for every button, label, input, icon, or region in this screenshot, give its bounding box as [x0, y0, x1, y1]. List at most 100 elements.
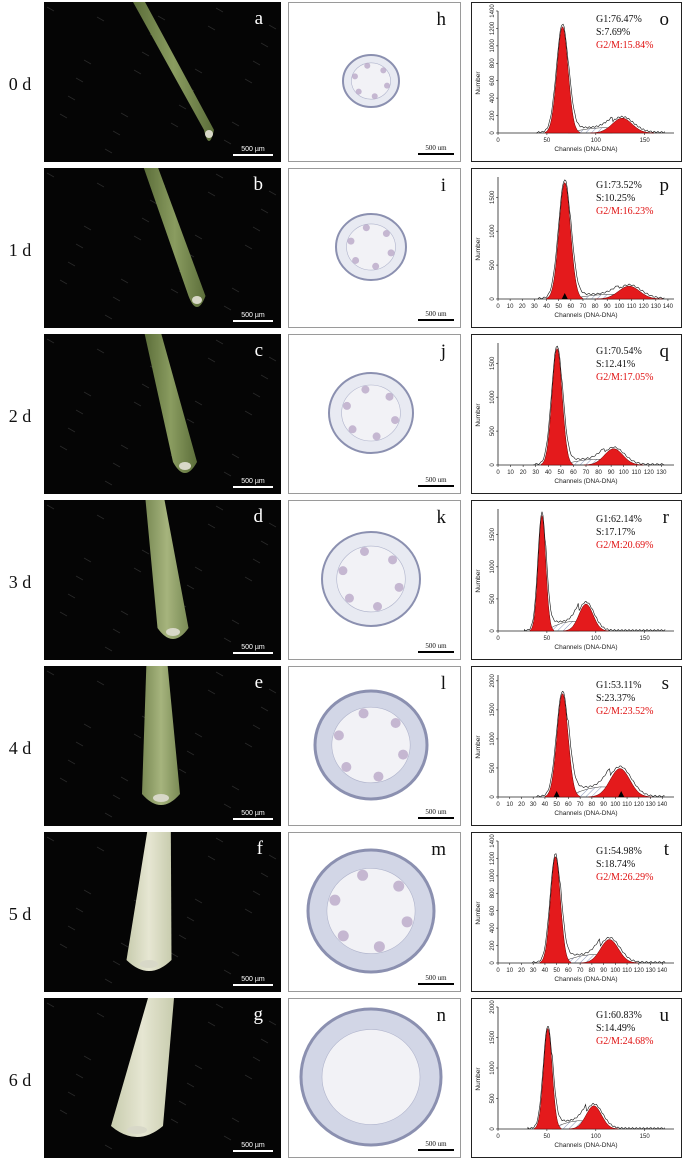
panel-letter: b: [253, 174, 264, 195]
x-tick-label: 70: [583, 470, 590, 476]
scale-label: 500 µm: [241, 478, 265, 485]
flow-histogram: 0 50 100 150 0 200 400 600 800 1000 1200 1400 Number…: [475, 4, 674, 153]
cross-section-panel: n 500 um: [288, 998, 461, 1158]
x-tick-label: 80: [595, 470, 602, 476]
root-photo-panel: b 500 µm: [44, 168, 281, 328]
panel-letter: a: [254, 8, 263, 29]
g2m-percent: G2/M:17.05%: [596, 372, 654, 383]
row-label: 5 d: [8, 904, 32, 924]
y-tick-label: 400: [490, 922, 496, 933]
section-scale-bar: 500 um: [418, 476, 454, 487]
marker-triangle: [553, 791, 560, 797]
x-tick-label: 10: [507, 470, 514, 476]
g1-percent: G1:54.98%: [596, 846, 642, 857]
section-scale-bar: 500 um: [418, 974, 454, 985]
y-tick-label: 1500: [490, 356, 496, 370]
y-tick-label: 2000: [490, 1000, 496, 1014]
cross-section-panel: k 500 um: [288, 500, 461, 660]
root-photo-panel: a 500 µm: [44, 2, 281, 162]
g2m-peak: [595, 285, 663, 300]
scale-label: 500 um: [425, 310, 447, 318]
marker-triangle: [561, 293, 568, 299]
g1-percent: G1:53.11%: [596, 680, 642, 691]
x-tick-label: 10: [506, 802, 513, 808]
y-tick-label: 1000: [490, 1061, 496, 1075]
s-percent: S:14.49%: [596, 1023, 636, 1034]
section-scale-bar: 500 um: [418, 642, 454, 653]
x-tick-label: 120: [634, 968, 645, 974]
raw-histogram-trace: [533, 345, 665, 466]
root-photo-illustration: [46, 500, 277, 652]
panel-letter: t: [663, 839, 669, 860]
panel-letter: f: [256, 838, 263, 859]
raw-histogram-trace: [536, 690, 665, 798]
cell-cycle-stats: G1:70.54% S:12.41% G2/M:17.05%: [596, 345, 654, 384]
g1-percent: G1:76.47%: [596, 14, 642, 25]
section-scale-bar: 500 um: [418, 808, 454, 819]
y-tick-label: 1000: [490, 732, 496, 746]
scale-label: 500 um: [425, 808, 447, 816]
g2m-percent: G2/M:23.52%: [596, 706, 654, 717]
x-tick-label: 110: [622, 802, 632, 808]
x-tick-label: 70: [580, 304, 587, 310]
raw-histogram-trace: [535, 23, 666, 134]
flow-histogram: 0 10 20 30 40 50 60 70 80 90 100 110 120 130 140 0 500 10…: [475, 673, 674, 817]
raw-histogram-trace: [537, 179, 665, 300]
g1-peak: [540, 348, 574, 466]
row-label: 1 d: [8, 240, 32, 260]
x-tick-label: 110: [631, 470, 641, 476]
scale-label: 500 µm: [241, 312, 265, 319]
root-photo-illustration: [46, 168, 277, 320]
cross-section-panel: j 500 um: [288, 334, 461, 494]
panel-letter: i: [440, 175, 446, 196]
x-tick-label: 130: [646, 968, 657, 974]
root-photo-panel: g 500 µm: [44, 998, 281, 1158]
panel-letter: s: [661, 673, 669, 694]
g2m-peak: [569, 1105, 619, 1130]
x-tick-label: 100: [591, 138, 602, 144]
panel-letter: q: [659, 341, 670, 362]
x-tick-label: 100: [591, 636, 602, 642]
x-tick-label: 10: [507, 304, 514, 310]
flow-histogram: 0 10 20 30 40 50 60 70 80 90 100 110 120 130 0 500 1000 1…: [475, 343, 674, 485]
cross-section-illustration: [306, 848, 436, 974]
cross-section-illustration: [335, 213, 407, 281]
s-percent: S:17.17%: [596, 527, 636, 538]
section-scale-bar: 500 um: [418, 1140, 454, 1151]
y-tick-label: 200: [490, 940, 496, 951]
x-tick-label: 40: [542, 968, 549, 974]
scale-line: [233, 652, 273, 654]
x-axis-label: Channels (DNA-DNA): [554, 644, 617, 651]
photo-scale-bar: 500 µm: [233, 644, 273, 654]
g2m-peak: [563, 603, 609, 632]
x-tick-label: 140: [657, 802, 668, 808]
y-tick-label: 500: [490, 762, 496, 773]
x-tick-label: 70: [577, 968, 584, 974]
cross-section-panel: l 500 um: [288, 666, 461, 826]
raw-histogram-trace: [527, 1026, 666, 1130]
y-tick-label: 800: [490, 58, 496, 69]
flow-histogram-panel: 0 10 20 30 40 50 60 70 80 90 100 110 120 130 140 0 500 10…: [471, 666, 682, 826]
x-axis-label: Channels (DNA-DNA): [554, 478, 617, 485]
x-axis-label: Channels (DNA-DNA): [554, 810, 617, 817]
x-tick-label: 50: [553, 802, 560, 808]
y-tick-label: 600: [490, 75, 496, 86]
root-photo-illustration: [46, 334, 277, 486]
y-tick-label: 800: [490, 888, 496, 899]
x-tick-label: 0: [496, 304, 500, 310]
root-photo-panel: d 500 µm: [44, 500, 281, 660]
x-tick-label: 140: [657, 968, 668, 974]
flow-histogram-panel: 0 50 100 150 0 500 1000 1500 Number Channels (DNA…: [471, 500, 682, 660]
scale-label: 500 um: [425, 476, 447, 484]
g1-peak: [544, 26, 581, 134]
x-tick-label: 70: [577, 802, 584, 808]
scale-line: [233, 486, 273, 488]
y-tick-label: 0: [490, 629, 496, 633]
raw-histogram-trace: [532, 853, 666, 964]
flow-histogram-panel: 0 10 20 30 40 50 60 70 80 90 100 110 120 130 140 0 200 40…: [471, 832, 682, 992]
raw-histogram-trace: [524, 511, 666, 632]
panel-letter: m: [431, 839, 446, 860]
scale-label: 500 µm: [241, 1142, 265, 1149]
panel-letter: k: [436, 507, 447, 528]
flow-histogram-panel: 0 50 100 150 0 200 400 600 800 1000 1200 1400 Number…: [471, 2, 682, 162]
